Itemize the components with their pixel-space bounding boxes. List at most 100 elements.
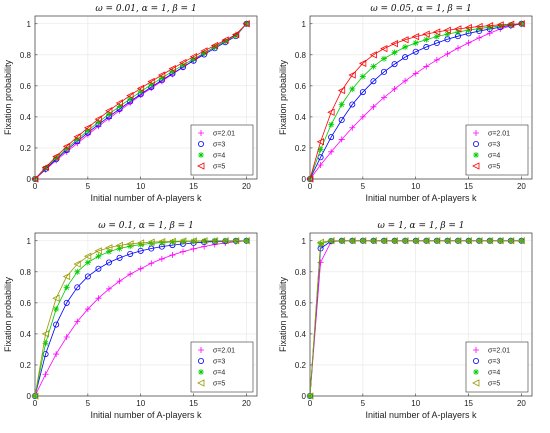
- data-point: [189, 237, 197, 245]
- x-axis-label: Initial number of A-players k: [90, 410, 202, 420]
- data-point: [180, 248, 186, 255]
- data-point: [370, 78, 377, 85]
- data-point: [157, 71, 166, 79]
- y-axis-label: Fixation probability: [278, 59, 288, 135]
- y-tick-label: 0: [27, 392, 32, 401]
- chart-title: ω = 0.05, α = 1, β = 1: [370, 4, 471, 14]
- data-point: [317, 162, 324, 169]
- data-point: [158, 74, 165, 81]
- data-point: [84, 127, 91, 134]
- x-tick-label: 0: [308, 182, 313, 191]
- legend-label: σ=5: [213, 164, 225, 171]
- legend-label: σ=3: [213, 142, 225, 149]
- data-point: [496, 237, 504, 245]
- data-point: [443, 26, 451, 34]
- data-point: [201, 49, 208, 56]
- x-tick-label: 10: [136, 182, 145, 191]
- x-tick-label: 10: [411, 399, 420, 408]
- chart-panel-3: 0 5 10 15 20 0 0.2 0.4 0.6 0.8 1 ω = 0.1, α = 1, β …: [3, 221, 258, 420]
- x-tick-label: 5: [361, 182, 366, 191]
- legend-label: σ=4: [488, 153, 500, 160]
- data-point: [370, 63, 377, 70]
- data-point: [95, 253, 102, 260]
- data-point: [148, 260, 155, 267]
- legend: σ=2.01 σ=3 σ=4 σ=5: [465, 341, 529, 393]
- data-point: [349, 85, 356, 92]
- data-point: [73, 133, 81, 141]
- data-point: [52, 152, 60, 161]
- data-point: [422, 30, 430, 38]
- data-point: [83, 124, 92, 132]
- data-point: [348, 71, 356, 79]
- data-point: [391, 61, 398, 68]
- data-point: [306, 392, 314, 400]
- y-axis-label: Fixation probability: [278, 276, 288, 352]
- chart-panel-4: 0 5 10 15 20 0 0.2 0.4 0.6 0.8 1 ω = 1, α = 1, β = …: [278, 221, 533, 420]
- data-point: [148, 81, 155, 88]
- data-point: [411, 237, 420, 245]
- data-point: [127, 271, 134, 278]
- data-point: [369, 51, 377, 59]
- data-point: [465, 27, 472, 34]
- legend-marker: [197, 379, 205, 387]
- y-tick-label: 1: [302, 20, 307, 29]
- x-tick-label: 15: [189, 182, 198, 191]
- data-point: [412, 48, 419, 55]
- data-point: [412, 70, 419, 77]
- legend-marker: [472, 140, 479, 147]
- data-point: [126, 240, 134, 248]
- data-point: [316, 138, 324, 146]
- data-point: [53, 351, 60, 358]
- data-point: [337, 237, 346, 245]
- data-point: [401, 36, 409, 44]
- data-point: [169, 68, 176, 75]
- data-point: [84, 306, 91, 313]
- series-4: [306, 237, 525, 400]
- data-point: [455, 45, 461, 52]
- data-point: [464, 23, 472, 32]
- y-tick-label: 0.2: [295, 144, 307, 153]
- legend-label: σ=3: [488, 142, 500, 149]
- x-tick-label: 10: [136, 399, 145, 408]
- data-point: [390, 237, 398, 245]
- data-point: [423, 63, 430, 70]
- data-point: [443, 237, 451, 245]
- legend-label: σ=4: [488, 370, 500, 377]
- data-point: [317, 146, 324, 153]
- x-tick-label: 0: [33, 399, 38, 408]
- data-point: [422, 237, 430, 245]
- data-point: [221, 237, 229, 245]
- data-point: [210, 41, 219, 50]
- x-tick-label: 10: [411, 182, 420, 191]
- legend-marker: [197, 140, 204, 147]
- data-point: [189, 53, 197, 61]
- data-point: [147, 238, 155, 246]
- data-point: [210, 237, 219, 245]
- data-point: [63, 145, 70, 152]
- y-axis-label: Fixation probability: [3, 276, 13, 352]
- legend-label: σ=5: [213, 381, 225, 388]
- data-point: [476, 25, 483, 32]
- data-point: [105, 107, 113, 115]
- data-point: [95, 119, 102, 126]
- x-tick-label: 15: [464, 182, 473, 191]
- data-point: [73, 260, 81, 268]
- data-point: [106, 259, 113, 266]
- data-point: [74, 136, 81, 143]
- data-point: [359, 89, 366, 96]
- data-point: [486, 30, 493, 37]
- data-point: [41, 163, 49, 172]
- data-point: [328, 134, 335, 141]
- data-point: [137, 265, 144, 272]
- data-point: [63, 284, 70, 291]
- y-tick-label: 0: [302, 175, 307, 184]
- data-point: [358, 237, 367, 245]
- legend-label: σ=3: [213, 359, 225, 366]
- y-tick-label: 0.6: [295, 82, 307, 91]
- y-tick-label: 0.2: [20, 144, 32, 153]
- y-tick-label: 0.4: [295, 113, 307, 122]
- legend-marker: [198, 347, 204, 353]
- series-line: [34, 23, 247, 180]
- data-point: [116, 245, 123, 252]
- data-point: [402, 44, 409, 51]
